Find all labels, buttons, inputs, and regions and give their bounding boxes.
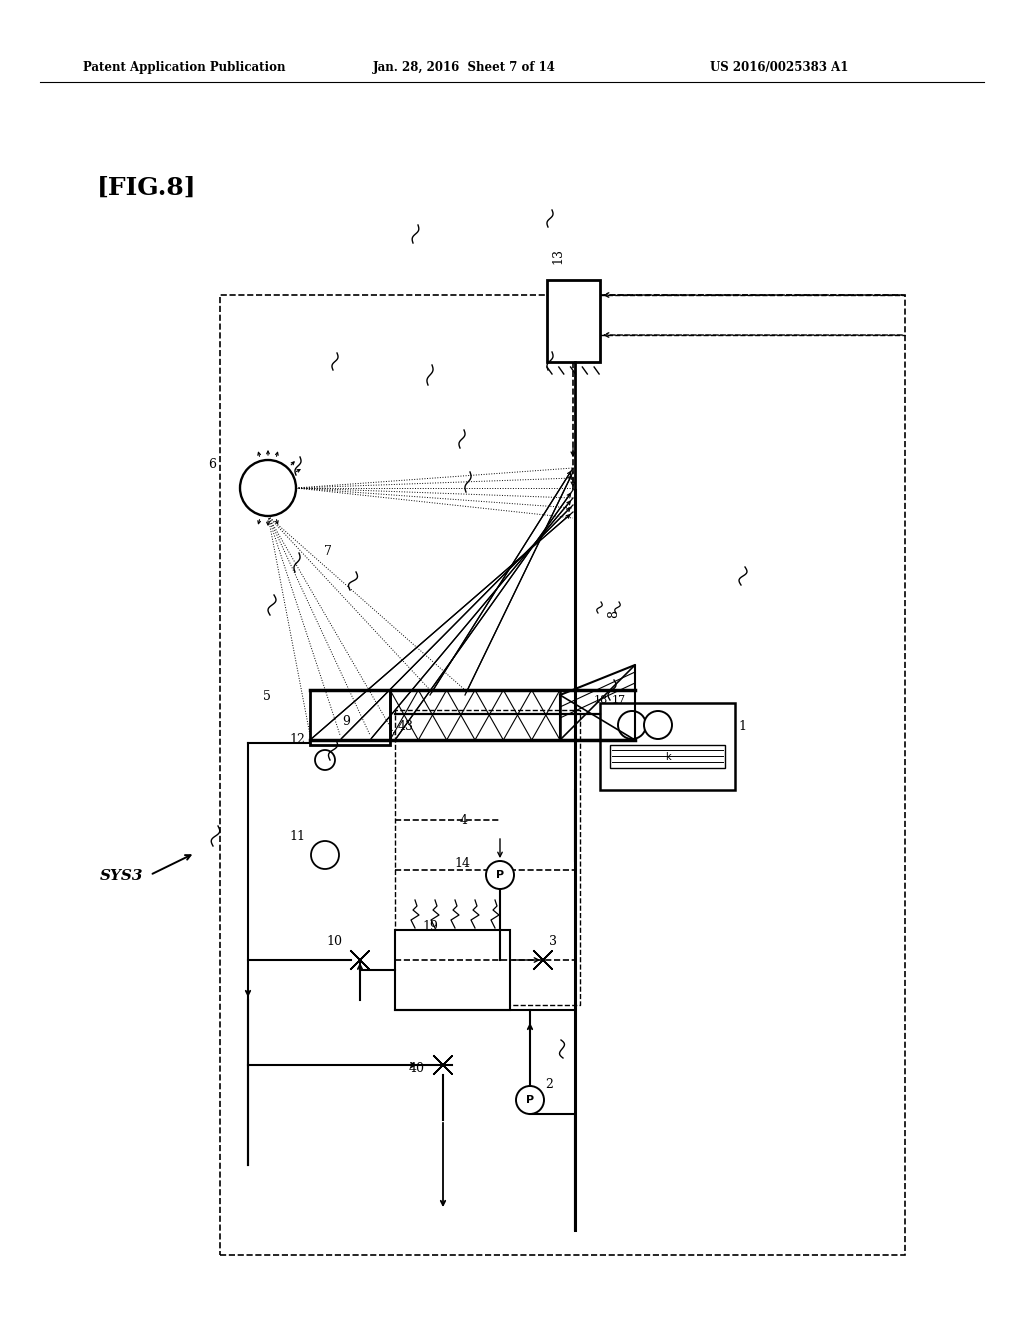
Text: P: P xyxy=(526,1096,535,1105)
Text: 13: 13 xyxy=(552,248,564,264)
Text: 2: 2 xyxy=(545,1078,553,1092)
Text: 6: 6 xyxy=(208,458,216,471)
Text: SYS3: SYS3 xyxy=(100,869,143,883)
Text: 7: 7 xyxy=(324,545,332,558)
Circle shape xyxy=(486,861,514,888)
Text: 14: 14 xyxy=(454,857,470,870)
Text: k: k xyxy=(665,751,671,762)
Text: 19: 19 xyxy=(422,920,438,933)
Circle shape xyxy=(618,711,646,739)
Bar xyxy=(395,931,510,1010)
Bar xyxy=(310,690,390,744)
Text: P: P xyxy=(496,870,504,880)
Text: 3: 3 xyxy=(549,935,557,948)
Bar xyxy=(395,710,580,1005)
Circle shape xyxy=(311,841,339,869)
Text: 1: 1 xyxy=(738,719,746,733)
Circle shape xyxy=(644,711,672,739)
Text: US 2016/0025383 A1: US 2016/0025383 A1 xyxy=(710,61,848,74)
Bar xyxy=(547,280,600,362)
Text: 18: 18 xyxy=(594,696,608,705)
Text: Patent Application Publication: Patent Application Publication xyxy=(83,61,286,74)
Text: 5: 5 xyxy=(263,690,271,704)
Text: 11: 11 xyxy=(289,830,305,843)
Circle shape xyxy=(516,1086,544,1114)
Text: 17: 17 xyxy=(612,696,626,705)
Text: 40: 40 xyxy=(409,1063,425,1074)
Text: Jan. 28, 2016  Sheet 7 of 14: Jan. 28, 2016 Sheet 7 of 14 xyxy=(373,61,556,74)
Bar xyxy=(600,704,735,789)
Bar xyxy=(610,744,725,768)
Circle shape xyxy=(240,459,296,516)
Text: 10: 10 xyxy=(326,935,342,948)
Text: 4: 4 xyxy=(460,814,468,828)
Bar xyxy=(390,690,560,741)
Text: 8: 8 xyxy=(607,610,620,618)
Text: [FIG.8]: [FIG.8] xyxy=(97,176,197,201)
Text: 43: 43 xyxy=(398,719,414,733)
Circle shape xyxy=(315,750,335,770)
Text: 12: 12 xyxy=(289,733,305,746)
Bar xyxy=(220,294,905,1255)
Text: 9: 9 xyxy=(342,715,350,729)
